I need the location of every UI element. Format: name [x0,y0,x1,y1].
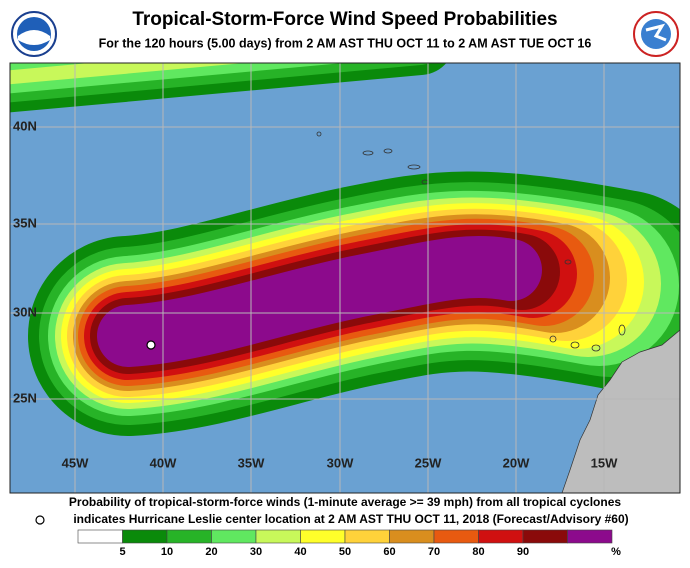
subtitle: For the 120 hours (5.00 days) from 2 AM … [99,36,592,50]
legend-swatch [344,529,390,544]
footer-line1: Probability of tropical-storm-force wind… [69,495,621,509]
legend-label: 40 [294,546,306,558]
legend-swatch [255,529,301,544]
center-symbol [35,515,45,525]
map [10,63,680,493]
band [97,235,542,367]
legend-label: 50 [339,546,351,558]
legend-label: 70 [428,546,440,558]
legend-swatch [433,529,479,544]
legend-swatch [211,529,257,544]
legend-swatch [522,529,568,544]
legend-swatch [300,529,346,544]
storm-center [146,340,156,350]
legend: 5 10 20 30 40 50 60 70 80 90% [77,529,621,558]
lon-label: 15W [591,455,618,470]
legend-label: 90 [517,546,529,558]
legend-swatch [567,529,613,544]
nws-logo [633,11,679,57]
legend-swatch [166,529,212,544]
lon-label: 25W [415,455,442,470]
graticule [10,63,680,493]
lat-label: 40N [13,118,37,133]
legend-swatch [77,529,123,544]
legend-swatch [389,529,435,544]
lon-label: 40W [150,455,177,470]
lat-label: 25N [13,390,37,405]
lon-label: 20W [503,455,530,470]
legend-label: 60 [383,546,395,558]
lat-label: 35N [13,215,37,230]
title: Tropical-Storm-Force Wind Speed Probabil… [132,9,557,30]
band [10,63,245,85]
lon-label: 30W [327,455,354,470]
footer-line2: indicates Hurricane Leslie center locati… [73,512,628,526]
legend-swatch [122,529,168,544]
legend-label: 20 [205,546,217,558]
africa [561,329,680,493]
lon-label: 35W [238,455,265,470]
legend-label: 30 [250,546,262,558]
legend-unit: % [611,546,621,558]
probability-bands [10,63,680,436]
map-frame [9,62,681,494]
lon-label: 45W [62,455,89,470]
legend-label: 5 [119,546,125,558]
legend-swatch [478,529,524,544]
legend-label: 80 [472,546,484,558]
legend-label: 10 [161,546,173,558]
lat-label: 30N [13,304,37,319]
islands [316,131,626,352]
noaa-logo [11,11,57,57]
